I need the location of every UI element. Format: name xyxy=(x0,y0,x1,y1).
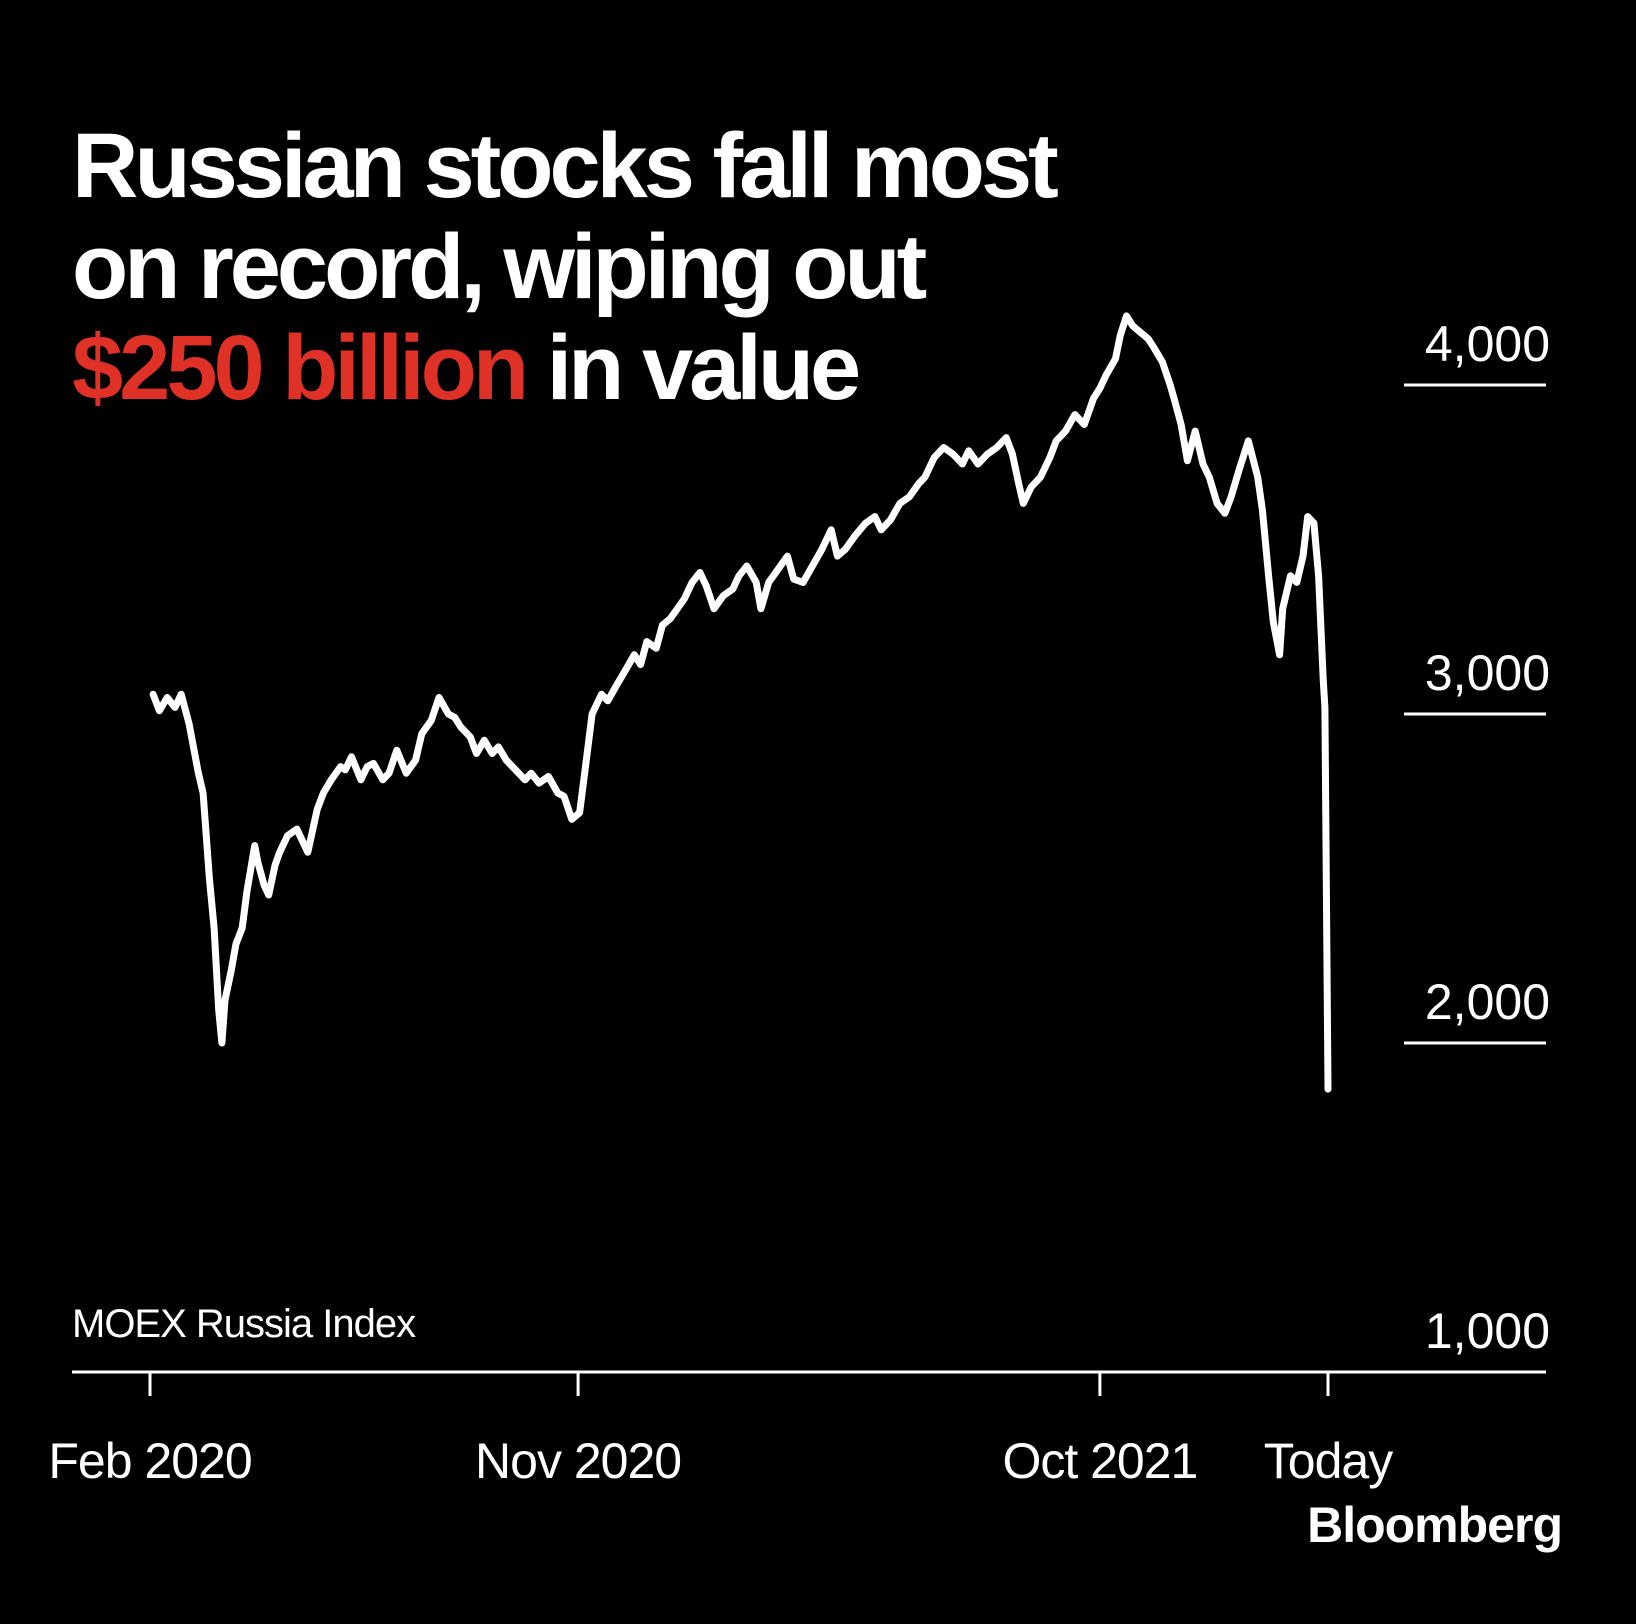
y-tick-label: 3,000 xyxy=(1425,645,1550,701)
title-line-1: Russian stocks fall most xyxy=(72,115,1059,217)
bloomberg-logo: Bloomberg xyxy=(1307,1497,1563,1553)
chart-title: Russian stocks fall most on record, wipi… xyxy=(72,115,1059,419)
series-line-moex xyxy=(149,312,1332,1093)
title-highlight: $250 billion xyxy=(72,317,529,419)
x-axis: Feb 2020 Nov 2020 Oct 2021 Today xyxy=(48,1370,1546,1489)
x-tick-label: Today xyxy=(1264,1433,1393,1489)
y-tick-label: 2,000 xyxy=(1425,974,1550,1030)
x-tick-label: Feb 2020 xyxy=(48,1433,251,1489)
series-label: MOEX Russia Index xyxy=(72,1302,416,1346)
x-tick-label: Oct 2021 xyxy=(1002,1433,1197,1489)
title-line-2: on record, wiping out xyxy=(72,216,927,318)
y-tick-label: 1,000 xyxy=(1425,1303,1550,1359)
title-rest: in value xyxy=(525,317,862,419)
y-axis: 1,000 2,000 3,000 4,000 xyxy=(1404,316,1550,1359)
x-tick-label: Nov 2020 xyxy=(475,1433,681,1489)
y-tick-label: 4,000 xyxy=(1425,316,1550,372)
